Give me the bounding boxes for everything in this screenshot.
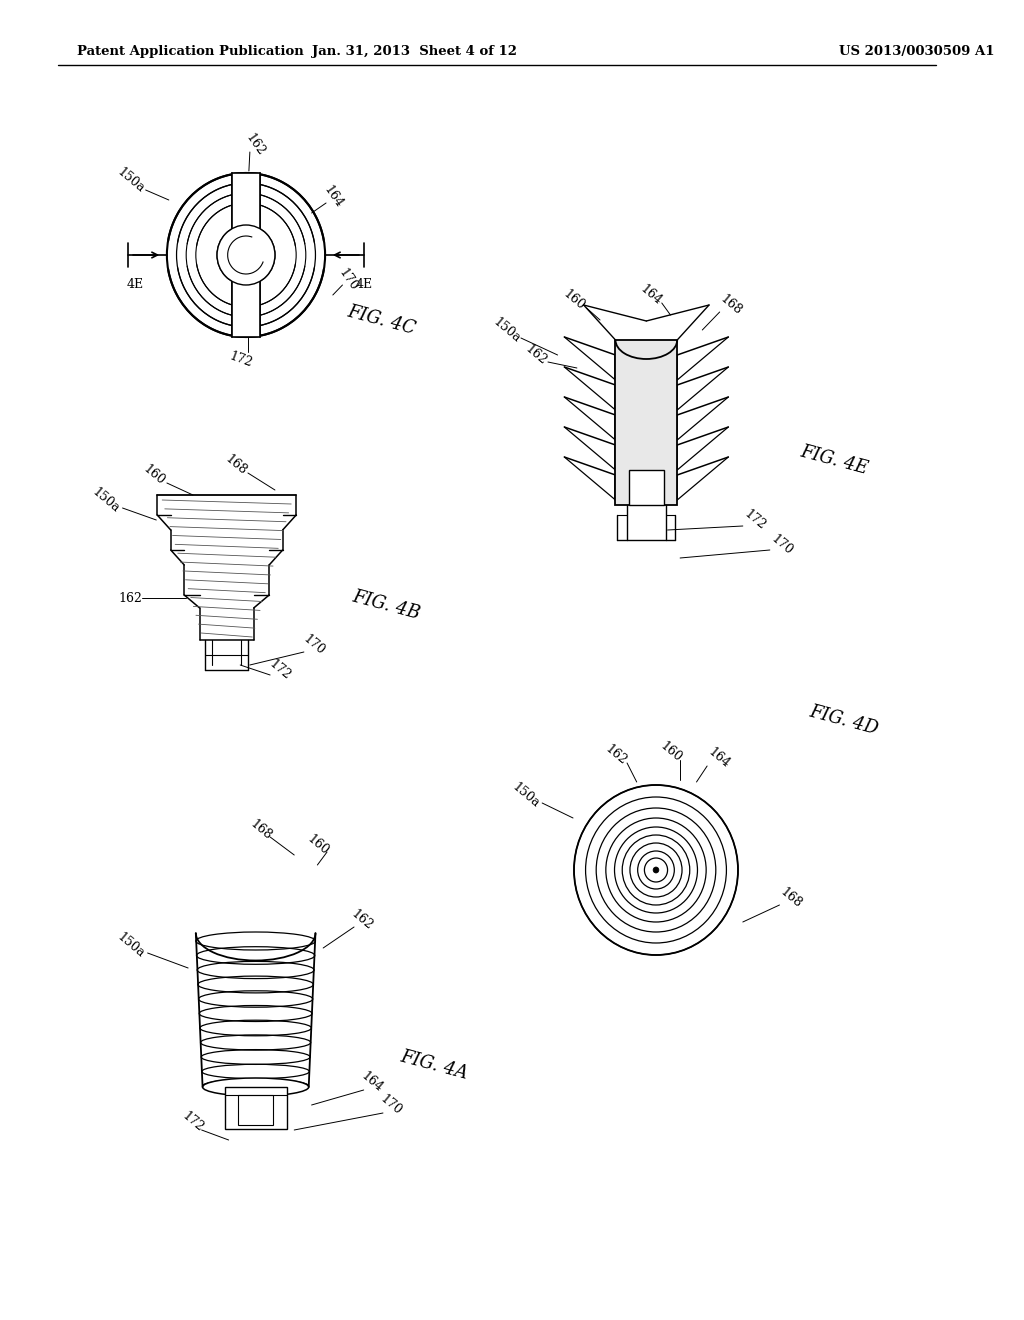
Bar: [225, 1086, 287, 1129]
Text: 162: 162: [522, 342, 549, 368]
Text: 150a: 150a: [114, 929, 146, 960]
Bar: [629, 470, 664, 506]
Text: 160: 160: [657, 739, 684, 764]
Text: 164: 164: [358, 1069, 385, 1094]
Text: 162: 162: [348, 907, 375, 933]
Text: 160: 160: [560, 288, 588, 313]
Text: FIG. 4C: FIG. 4C: [345, 302, 417, 338]
Text: 168: 168: [718, 292, 744, 318]
Text: 150a: 150a: [510, 780, 542, 810]
Text: 170: 170: [768, 532, 795, 557]
Ellipse shape: [203, 1078, 308, 1096]
Text: 160: 160: [305, 833, 332, 858]
Text: 170: 170: [336, 267, 360, 293]
Bar: [239, 1096, 273, 1125]
Text: FIG. 4A: FIG. 4A: [398, 1047, 470, 1082]
Text: 170: 170: [378, 1093, 404, 1118]
Text: 150a: 150a: [114, 165, 146, 195]
Text: Patent Application Publication: Patent Application Publication: [77, 45, 304, 58]
Bar: [615, 341, 677, 506]
Circle shape: [217, 224, 274, 285]
Text: FIG. 4E: FIG. 4E: [799, 442, 870, 478]
Text: 162: 162: [244, 132, 268, 158]
Text: 168: 168: [247, 817, 273, 842]
Text: 150a: 150a: [90, 484, 122, 515]
Text: FIG. 4B: FIG. 4B: [350, 587, 422, 623]
Text: 162: 162: [602, 742, 629, 768]
Text: 4E: 4E: [127, 279, 143, 292]
Text: 168: 168: [777, 886, 805, 911]
Text: Jan. 31, 2013  Sheet 4 of 12: Jan. 31, 2013 Sheet 4 of 12: [312, 45, 517, 58]
Text: 164: 164: [321, 183, 345, 211]
Text: 150a: 150a: [490, 315, 522, 345]
Text: 172: 172: [179, 1109, 206, 1135]
Text: 172: 172: [741, 507, 768, 532]
Text: US 2013/0030509 A1: US 2013/0030509 A1: [840, 45, 994, 58]
Circle shape: [217, 224, 274, 285]
Text: 4E: 4E: [355, 279, 373, 292]
Text: 160: 160: [141, 462, 168, 487]
Text: 164: 164: [638, 282, 665, 308]
Text: 172: 172: [266, 657, 293, 682]
Bar: [232, 173, 259, 337]
Text: 162: 162: [119, 591, 142, 605]
Text: 168: 168: [223, 453, 250, 478]
Text: FIG. 4D: FIG. 4D: [808, 702, 881, 738]
Text: 164: 164: [706, 746, 732, 771]
Circle shape: [653, 867, 658, 873]
Text: 170: 170: [300, 632, 327, 657]
Text: 172: 172: [227, 350, 255, 370]
